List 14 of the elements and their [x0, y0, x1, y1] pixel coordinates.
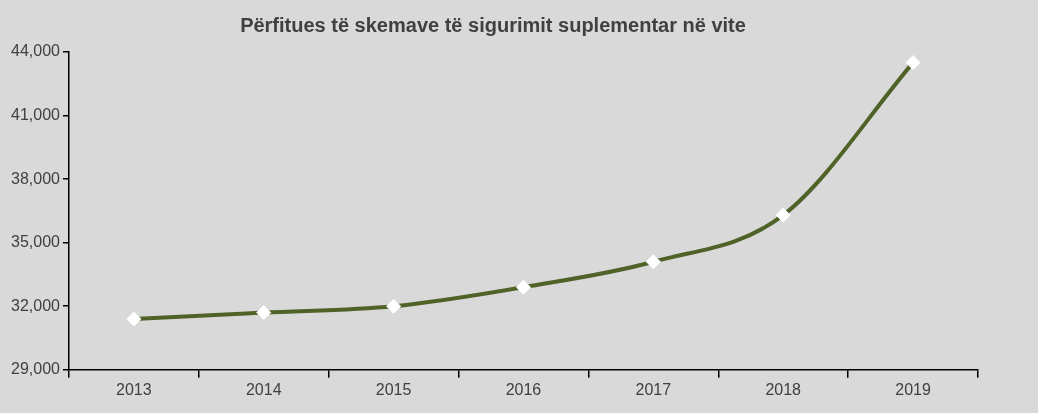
x-tick-label: 2013 — [116, 380, 152, 398]
y-tick-label: 44,000 — [11, 42, 61, 60]
chart-title: Përfitues të skemave të sigurimit suplementar në vite — [240, 13, 746, 36]
y-tick-label: 35,000 — [11, 233, 61, 251]
y-tick-label: 41,000 — [11, 105, 61, 123]
y-tick-label: 32,000 — [11, 296, 61, 314]
x-tick-label: 2019 — [895, 380, 931, 398]
x-tick-label: 2014 — [245, 380, 282, 398]
x-tick-label: 2016 — [505, 380, 542, 398]
x-tick-label: 2015 — [375, 380, 412, 398]
x-tick-label: 2018 — [765, 380, 802, 398]
x-tick-label: 2017 — [635, 380, 672, 398]
y-tick-label: 38,000 — [11, 169, 61, 187]
y-tick-label: 29,000 — [11, 360, 61, 378]
